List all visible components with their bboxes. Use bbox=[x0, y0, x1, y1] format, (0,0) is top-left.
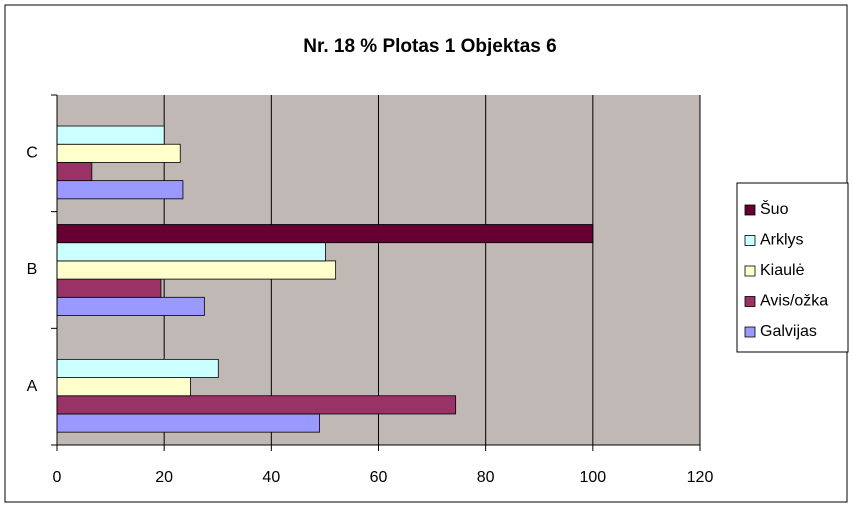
legend-label: Šuo bbox=[760, 199, 789, 218]
bar bbox=[56, 224, 594, 244]
bar bbox=[56, 278, 162, 298]
legend-swatch bbox=[744, 235, 756, 246]
bar bbox=[56, 413, 320, 433]
bar bbox=[56, 395, 457, 415]
y-tick-label: B bbox=[27, 261, 38, 278]
x-tick-label: 40 bbox=[262, 469, 280, 486]
legend-label: Arklys bbox=[760, 232, 804, 249]
bar bbox=[56, 260, 337, 280]
legend-swatch bbox=[744, 265, 756, 277]
x-tick-label: 60 bbox=[370, 469, 388, 486]
x-tick-label: 120 bbox=[687, 469, 714, 486]
legend-label: Kiaulė bbox=[760, 262, 805, 279]
legend-label: Galvijas bbox=[760, 323, 817, 340]
bar bbox=[56, 377, 191, 397]
legend-swatch bbox=[744, 296, 756, 307]
bar bbox=[56, 180, 184, 200]
legend-label: Avis/ožka bbox=[760, 293, 828, 310]
y-tick-label: C bbox=[26, 145, 38, 162]
x-tick-label: 0 bbox=[53, 469, 62, 486]
x-tick-label: 100 bbox=[579, 469, 606, 486]
bar bbox=[56, 143, 181, 163]
chart-title: Nr. 18 % Plotas 1 Objektas 6 bbox=[303, 36, 556, 57]
bar bbox=[56, 162, 93, 182]
y-tick-label: A bbox=[27, 378, 38, 395]
legend-frame bbox=[736, 182, 849, 353]
bar bbox=[56, 242, 326, 262]
legend-swatch bbox=[744, 326, 756, 338]
bar bbox=[56, 125, 165, 145]
x-tick-label: 80 bbox=[477, 469, 495, 486]
x-tick-label: 20 bbox=[155, 469, 173, 486]
bar bbox=[56, 296, 205, 316]
bar bbox=[56, 358, 219, 378]
legend-swatch bbox=[744, 204, 756, 216]
